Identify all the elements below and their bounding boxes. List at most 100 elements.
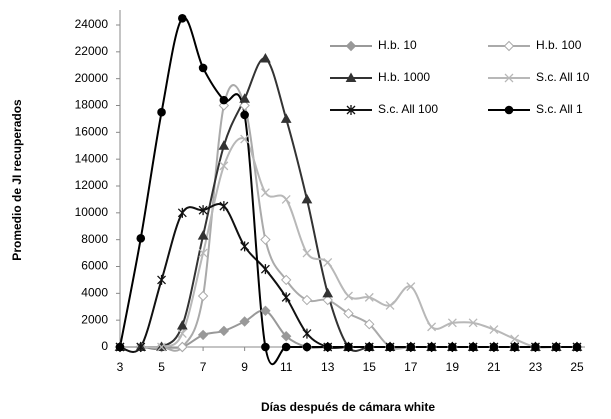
marker [345, 72, 357, 82]
marker [198, 63, 208, 73]
marker [198, 205, 208, 216]
marker [177, 341, 188, 353]
marker [302, 248, 312, 258]
marker [197, 329, 209, 341]
marker [406, 342, 416, 352]
marker [280, 274, 292, 286]
y-tick-label: 18000 [75, 98, 109, 112]
marker [260, 188, 270, 198]
marker [345, 40, 357, 52]
marker [323, 342, 333, 352]
x-tick-label: 5 [158, 360, 165, 374]
marker [136, 342, 146, 352]
x-tick-label: 17 [404, 360, 418, 374]
legend-label: H.b. 1000 [378, 70, 430, 84]
x-tick-label: 9 [241, 360, 248, 374]
marker [322, 287, 334, 298]
marker [448, 342, 457, 352]
marker [240, 134, 250, 144]
marker [260, 305, 271, 316]
marker [115, 342, 125, 352]
y-tick-label: 4000 [81, 286, 108, 300]
x-tick-label: 15 [363, 360, 377, 374]
marker [510, 334, 520, 344]
marker [136, 234, 146, 243]
y-axis-label: Promedio de JI recuperados [10, 99, 24, 261]
marker [344, 342, 353, 352]
y-tick-label: 14000 [75, 151, 109, 165]
marker [301, 193, 313, 204]
legend-label: H.b. 10 [378, 38, 417, 52]
marker [343, 308, 354, 319]
marker [176, 320, 188, 330]
marker [504, 105, 514, 115]
x-axis-label: Días después de cámara white [261, 400, 435, 414]
marker [260, 234, 271, 245]
marker [489, 342, 499, 352]
marker [427, 342, 436, 352]
x-tick-label: 19 [446, 360, 460, 374]
marker [177, 329, 187, 339]
marker [281, 342, 291, 352]
legend-label: S.c. All 100 [378, 102, 438, 116]
marker [219, 95, 229, 105]
marker [239, 93, 250, 103]
marker [385, 300, 395, 310]
marker [468, 342, 478, 352]
marker [551, 342, 561, 352]
y-tick-label: 12000 [75, 178, 109, 192]
marker [260, 264, 270, 275]
legend-label: S.c. All 1 [536, 102, 583, 116]
marker [572, 342, 582, 352]
x-tick-label: 3 [117, 360, 124, 374]
marker [301, 294, 313, 306]
marker [157, 107, 166, 117]
y-tick-label: 10000 [75, 205, 109, 219]
series-line [119, 57, 577, 352]
marker [218, 325, 230, 337]
marker [240, 110, 249, 120]
y-tick-label: 0 [101, 339, 108, 353]
marker [322, 294, 333, 306]
marker [364, 318, 375, 330]
marker [302, 342, 312, 352]
marker [504, 73, 514, 83]
marker [157, 274, 167, 285]
marker [447, 318, 457, 328]
marker [239, 100, 250, 111]
y-tick-label: 24000 [75, 17, 109, 31]
marker [344, 291, 353, 301]
marker [364, 342, 374, 352]
x-tick-label: 11 [280, 360, 293, 374]
marker [503, 40, 515, 52]
legend-label: H.b. 100 [536, 38, 582, 52]
y-tick-label: 16000 [75, 125, 109, 139]
x-tick-label: 7 [200, 360, 207, 374]
y-tick-label: 22000 [75, 44, 109, 58]
y-tick-label: 8000 [81, 232, 108, 246]
x-tick-label: 23 [529, 360, 543, 374]
marker [364, 292, 374, 302]
marker [261, 342, 270, 352]
marker [198, 248, 208, 258]
marker [178, 13, 187, 23]
x-tick-label: 13 [321, 360, 335, 374]
marker [346, 105, 356, 115]
series-line [119, 203, 577, 353]
y-tick-label: 2000 [81, 312, 108, 326]
y-tick-label: 6000 [81, 259, 108, 273]
marker [197, 230, 209, 240]
marker [240, 241, 250, 252]
marker [177, 207, 187, 218]
marker [239, 316, 250, 327]
marker [280, 331, 292, 342]
marker [531, 342, 540, 352]
marker [489, 325, 499, 335]
marker [197, 290, 209, 302]
marker [260, 53, 271, 63]
marker [302, 328, 312, 339]
marker [427, 322, 437, 332]
x-tick-label: 25 [570, 360, 584, 374]
